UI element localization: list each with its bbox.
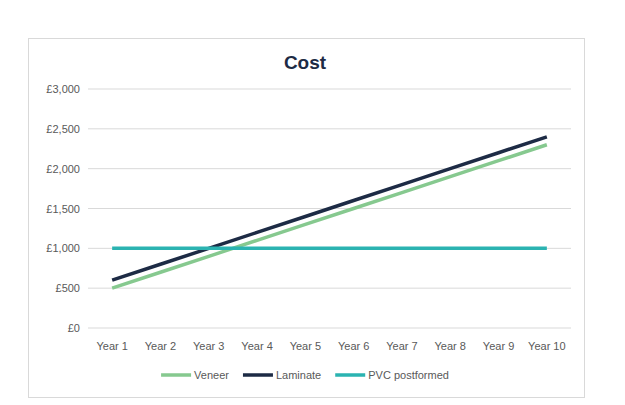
y-tick-label: £500	[56, 282, 80, 294]
grid-line	[88, 89, 571, 90]
series-line	[112, 137, 547, 280]
x-tick-label: Year 2	[145, 340, 176, 352]
legend-label: Veneer	[194, 369, 229, 381]
y-tick-label: £2,500	[46, 123, 80, 135]
series-line	[112, 247, 547, 251]
x-tick-label: Year 10	[528, 340, 566, 352]
grid-line	[88, 248, 571, 249]
chart-svg: Cost £0 £500 £1,000 £1,500 £2,000 £2,500 £3,000…	[0, 0, 625, 405]
legend-swatch	[335, 373, 365, 377]
legend-item: PVC postformed	[335, 369, 449, 381]
chart-container: Cost £0 £500 £1,000 £1,500 £2,000 £2,500 £3,000…	[0, 0, 625, 405]
x-tick-label: Year 3	[193, 340, 224, 352]
legend-item: Veneer	[161, 369, 229, 381]
x-tick-label: Year 1	[96, 340, 127, 352]
grid-line	[88, 288, 571, 289]
y-tick-label: £3,000	[46, 83, 80, 95]
grid-line	[88, 168, 571, 169]
chart-frame	[29, 39, 585, 398]
legend-label: Laminate	[276, 369, 321, 381]
x-tick-label: Year 8	[435, 340, 466, 352]
y-tick-label: £0	[68, 322, 80, 334]
grid	[88, 89, 571, 328]
series-group	[112, 137, 547, 288]
legend: Veneer Laminate PVC postformed	[161, 369, 449, 381]
y-tick-label: £1,500	[46, 203, 80, 215]
x-tick-label: Year 5	[290, 340, 321, 352]
legend-label: PVC postformed	[368, 369, 449, 381]
grid-line	[88, 328, 571, 329]
x-tick-label: Year 9	[483, 340, 514, 352]
y-tick-label: £1,000	[46, 242, 80, 254]
x-tick-label: Year 6	[338, 340, 369, 352]
chart-title: Cost	[284, 52, 327, 73]
x-tick-label: Year 4	[241, 340, 272, 352]
series-line	[112, 145, 547, 288]
legend-swatch	[161, 373, 191, 377]
y-tick-label: £2,000	[46, 163, 80, 175]
x-tick-label: Year 7	[386, 340, 417, 352]
legend-item: Laminate	[243, 369, 321, 381]
grid-line	[88, 128, 571, 129]
legend-swatch	[243, 373, 273, 377]
